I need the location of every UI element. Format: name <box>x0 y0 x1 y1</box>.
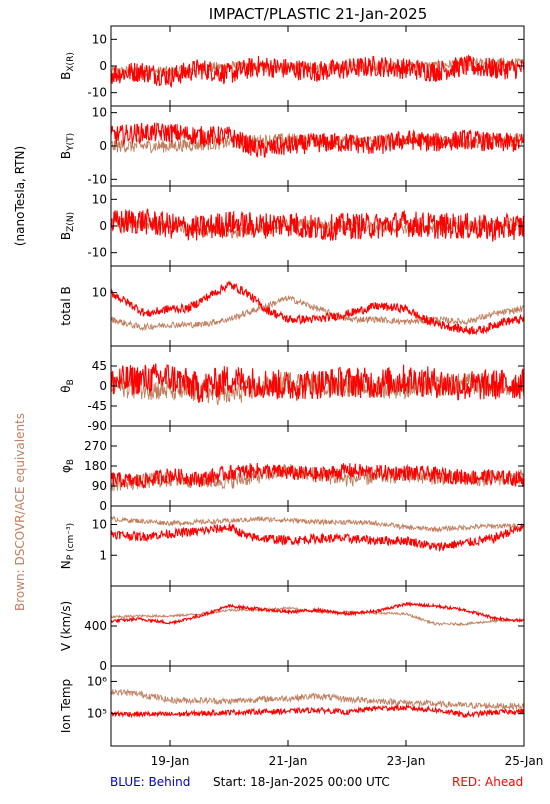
ytick-label-theta: 0 <box>99 379 107 393</box>
ytick-label-bx: 10 <box>92 32 107 46</box>
panel-bz: -10 0 10 BZ(N) <box>59 185 525 267</box>
ytick-label-bt: 10 <box>92 286 107 300</box>
ytick-label-theta: -90 <box>87 419 107 433</box>
series-by-ahead <box>111 122 524 159</box>
series-phi-ahead <box>111 462 524 490</box>
ytick-label-bx: 0 <box>99 59 107 73</box>
series-v-l1 <box>111 605 524 627</box>
series-theta-ahead <box>111 363 524 403</box>
ytick-label-phi: 90 <box>92 479 107 493</box>
ytick-label-temp: 10⁶ <box>87 674 107 688</box>
ytick-label-theta: -45 <box>87 399 107 413</box>
series-theta-l1 <box>111 372 524 406</box>
ytick-label-phi: 270 <box>84 439 107 453</box>
panel-bt: 10 total B <box>59 265 525 347</box>
l1-legend-label: Brown: DSCOVR/ACE equivalents <box>13 413 27 611</box>
footer-ahead: RED: Ahead <box>452 775 523 789</box>
xtick-label: 19-Jan <box>151 754 190 768</box>
ytick-label-bz: 10 <box>92 192 107 206</box>
ylabel-np: NP (cm⁻³) <box>59 523 76 569</box>
ytick-label-v: 400 <box>84 619 107 633</box>
series-v-ahead <box>111 601 524 626</box>
ytick-label-theta: 45 <box>92 359 107 373</box>
xtick-label: 25-Jan <box>505 754 544 768</box>
panel-frame-temp <box>110 665 525 747</box>
panel-frame-v <box>110 585 525 667</box>
series-np-ahead <box>111 523 524 553</box>
panel-np: 1 10 NP (cm⁻³) <box>59 505 525 587</box>
ytick-label-phi: 180 <box>84 459 107 473</box>
series-bx-ahead <box>111 54 524 89</box>
ytick-label-by: 0 <box>99 139 107 153</box>
series-bt-l1 <box>111 295 524 332</box>
chart-title: IMPACT/PLASTIC 21-Jan-2025 <box>209 5 428 23</box>
panel-bx: -10 0 10 BX(R) <box>59 25 525 107</box>
ylabel-phi: φB <box>59 459 76 473</box>
panels-group: -10010BX(R)-10010BY(T)-10010BZ(N)10total… <box>59 25 544 768</box>
series-bt-ahead <box>111 280 524 336</box>
panel-phi: 0 90 180 270 φB <box>59 425 525 513</box>
panel-temp: 10⁵ 10⁶ Ion Temp <box>59 665 525 747</box>
ylabel-theta: θB <box>59 379 76 393</box>
ylabel-v: V (km/s) <box>59 601 73 651</box>
panel-frame-np <box>110 505 525 587</box>
panel-v: 0 400 V (km/s) <box>59 585 525 673</box>
series-bz-ahead <box>111 208 524 242</box>
ylabel-bx: BX(R) <box>59 52 76 80</box>
ytick-label-np: 10 <box>92 518 107 532</box>
series-temp-l1 <box>111 688 524 711</box>
ytick-label-np: 1 <box>99 548 107 562</box>
footer-start: Start: 18-Jan-2025 00:00 UTC <box>213 775 390 789</box>
ylabel-by: BY(T) <box>59 133 76 159</box>
panel-frame-phi <box>110 425 525 507</box>
ylabel-bt: total B <box>59 286 73 326</box>
panel-theta: -90 -45 0 45 θB <box>59 345 525 433</box>
units-label: (nanoTesla, RTN) <box>13 146 27 246</box>
ylabel-temp: Ion Temp <box>59 679 73 733</box>
ytick-label-bz: -10 <box>87 246 107 260</box>
ytick-label-v: 0 <box>99 659 107 673</box>
ytick-label-by: 10 <box>92 106 107 120</box>
series-np-l1 <box>111 515 524 534</box>
ylabel-bz: BZ(N) <box>59 212 76 240</box>
ytick-label-bz: 0 <box>99 219 107 233</box>
footer-behind: BLUE: Behind <box>110 775 190 789</box>
ytick-label-bx: -10 <box>87 86 107 100</box>
ytick-label-temp: 10⁵ <box>87 707 107 721</box>
xtick-label: 21-Jan <box>269 754 308 768</box>
xtick-label: 23-Jan <box>387 754 426 768</box>
series-temp-ahead <box>111 703 524 719</box>
ytick-label-by: -10 <box>87 172 107 186</box>
ytick-label-phi: 0 <box>99 499 107 513</box>
panel-by: -10 0 10 BY(T) <box>59 105 525 187</box>
